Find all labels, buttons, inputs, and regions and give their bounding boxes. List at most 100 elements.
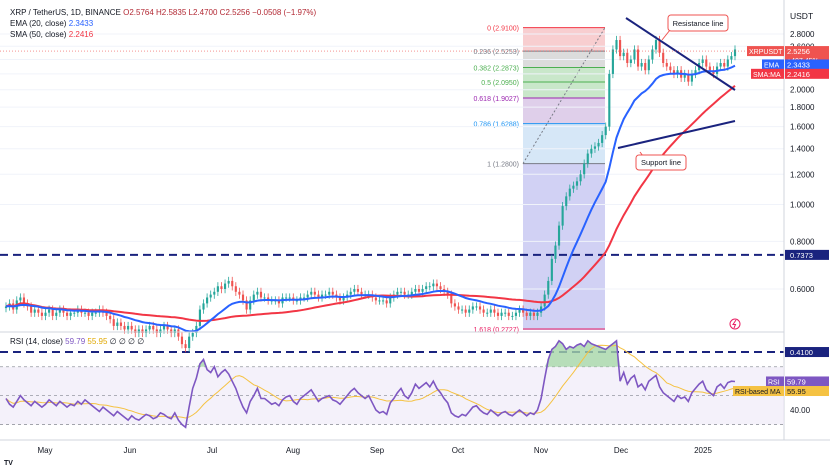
candle-body — [396, 291, 399, 295]
candle-body — [331, 291, 334, 295]
candle-body — [216, 286, 219, 292]
candle-body — [349, 291, 352, 295]
candle-body — [489, 309, 492, 313]
candle-body — [464, 309, 467, 313]
level-tag: 0.7373 — [790, 251, 813, 260]
candle-body — [453, 303, 456, 307]
candle-body — [263, 297, 266, 299]
candle-body — [252, 294, 255, 301]
candle-body — [69, 312, 72, 316]
candle-body — [170, 329, 173, 333]
candle-body — [536, 312, 539, 316]
candle-body — [619, 40, 622, 57]
candle-body — [504, 312, 507, 314]
candle-body — [144, 329, 148, 333]
rsi-pane — [0, 339, 784, 429]
level-tag-bg — [785, 249, 829, 260]
candle-body — [33, 309, 36, 313]
time-tick-label: Oct — [452, 446, 465, 455]
candle-body — [514, 312, 518, 316]
sma-legend[interactable]: SMA (50, close) 2.2416 — [10, 30, 93, 40]
candle-body — [432, 283, 435, 287]
candle-body — [249, 300, 252, 310]
candle-body — [245, 300, 248, 310]
ohlc-high: H2.5835 — [156, 8, 187, 17]
candle-body — [306, 294, 309, 298]
time-tick-label: Jun — [124, 446, 137, 455]
time-axis[interactable]: May Jun Jul Aug Sep Oct Nov Dec 2025 — [37, 446, 712, 455]
candle-body — [676, 70, 679, 74]
candle-body — [94, 312, 97, 314]
candle-body — [277, 300, 280, 304]
candle-body — [360, 291, 363, 295]
ema-legend[interactable]: EMA (20, close) 2.3433 — [10, 19, 93, 29]
candle-body — [141, 329, 144, 333]
flash-icon-bolt — [732, 319, 737, 329]
candle-body — [575, 181, 579, 186]
candle-body — [220, 286, 223, 289]
candle-body — [48, 309, 51, 313]
candle-body — [44, 312, 47, 316]
fib-level-label: 0 (2.9100) — [487, 26, 519, 33]
candle-body — [256, 291, 259, 295]
fib-zone — [523, 27, 605, 52]
candle-body — [507, 312, 510, 316]
candle-body — [496, 312, 500, 316]
candle-body — [414, 289, 417, 292]
candle-body — [206, 297, 209, 304]
candle-body — [690, 73, 693, 82]
rsi-legend[interactable]: RSI (14, close) 59.79 55.95 ∅ ∅ ∅ ∅ — [10, 337, 144, 347]
candle-body — [410, 291, 413, 295]
candle-body — [234, 286, 237, 292]
rsi-line — [5, 339, 736, 429]
resistance-line[interactable] — [625, 17, 736, 91]
support-line[interactable] — [617, 120, 736, 149]
candle-body — [611, 49, 614, 74]
fib-zone — [523, 97, 605, 124]
candle-body — [202, 303, 205, 310]
flash-icon[interactable] — [729, 318, 741, 330]
ema-value-bg — [785, 59, 829, 70]
candle-body — [378, 300, 381, 302]
candle-body — [342, 297, 345, 301]
candle-body — [105, 312, 108, 316]
candle-body — [590, 148, 593, 154]
currency-label[interactable]: USDT — [790, 11, 813, 21]
candle-body — [457, 306, 460, 310]
level-tag: 0.4100 — [790, 348, 813, 357]
candle-body — [694, 70, 697, 74]
candle-body — [356, 289, 360, 292]
symbol-tag-bg — [747, 46, 784, 57]
candle-body — [399, 291, 403, 293]
candle-body — [109, 315, 112, 320]
rsi-legend-label: RSI (14, close) — [10, 337, 63, 346]
level-tag-bg — [785, 347, 829, 358]
candle-body — [195, 325, 198, 333]
price-tag-value: 2.5256 — [787, 47, 810, 56]
time-tick-label: Aug — [286, 446, 300, 455]
candle-body — [439, 286, 442, 289]
symbol-line[interactable]: XRP / TetherUS, 1D, BINANCE — [10, 8, 121, 17]
candle-body — [55, 312, 58, 316]
candle-body — [112, 319, 115, 326]
candle-body — [622, 52, 625, 57]
price-tick-label: 1.8000 — [790, 103, 815, 112]
candle-body — [633, 49, 636, 60]
candle-body — [231, 280, 234, 287]
candle-body — [134, 329, 137, 333]
price-tick-label: 1.2000 — [790, 170, 815, 179]
trend-lines[interactable]: Resistance line Support line — [617, 14, 736, 171]
candle-body — [421, 289, 424, 292]
horizontal-levels[interactable] — [0, 253, 784, 354]
symbol-header: XRP / TetherUS, 1D, BINANCE O2.5764 H2.5… — [10, 8, 316, 18]
candle-body — [475, 306, 478, 308]
candle-body — [166, 325, 169, 330]
candle-body — [683, 73, 686, 78]
candle-body — [525, 312, 528, 316]
candle-body — [478, 306, 482, 310]
sma-value-bg — [785, 68, 829, 79]
rsi-ma-value-bg — [785, 386, 829, 397]
sma-tag-bg — [751, 68, 784, 79]
fib-zone — [523, 123, 605, 164]
